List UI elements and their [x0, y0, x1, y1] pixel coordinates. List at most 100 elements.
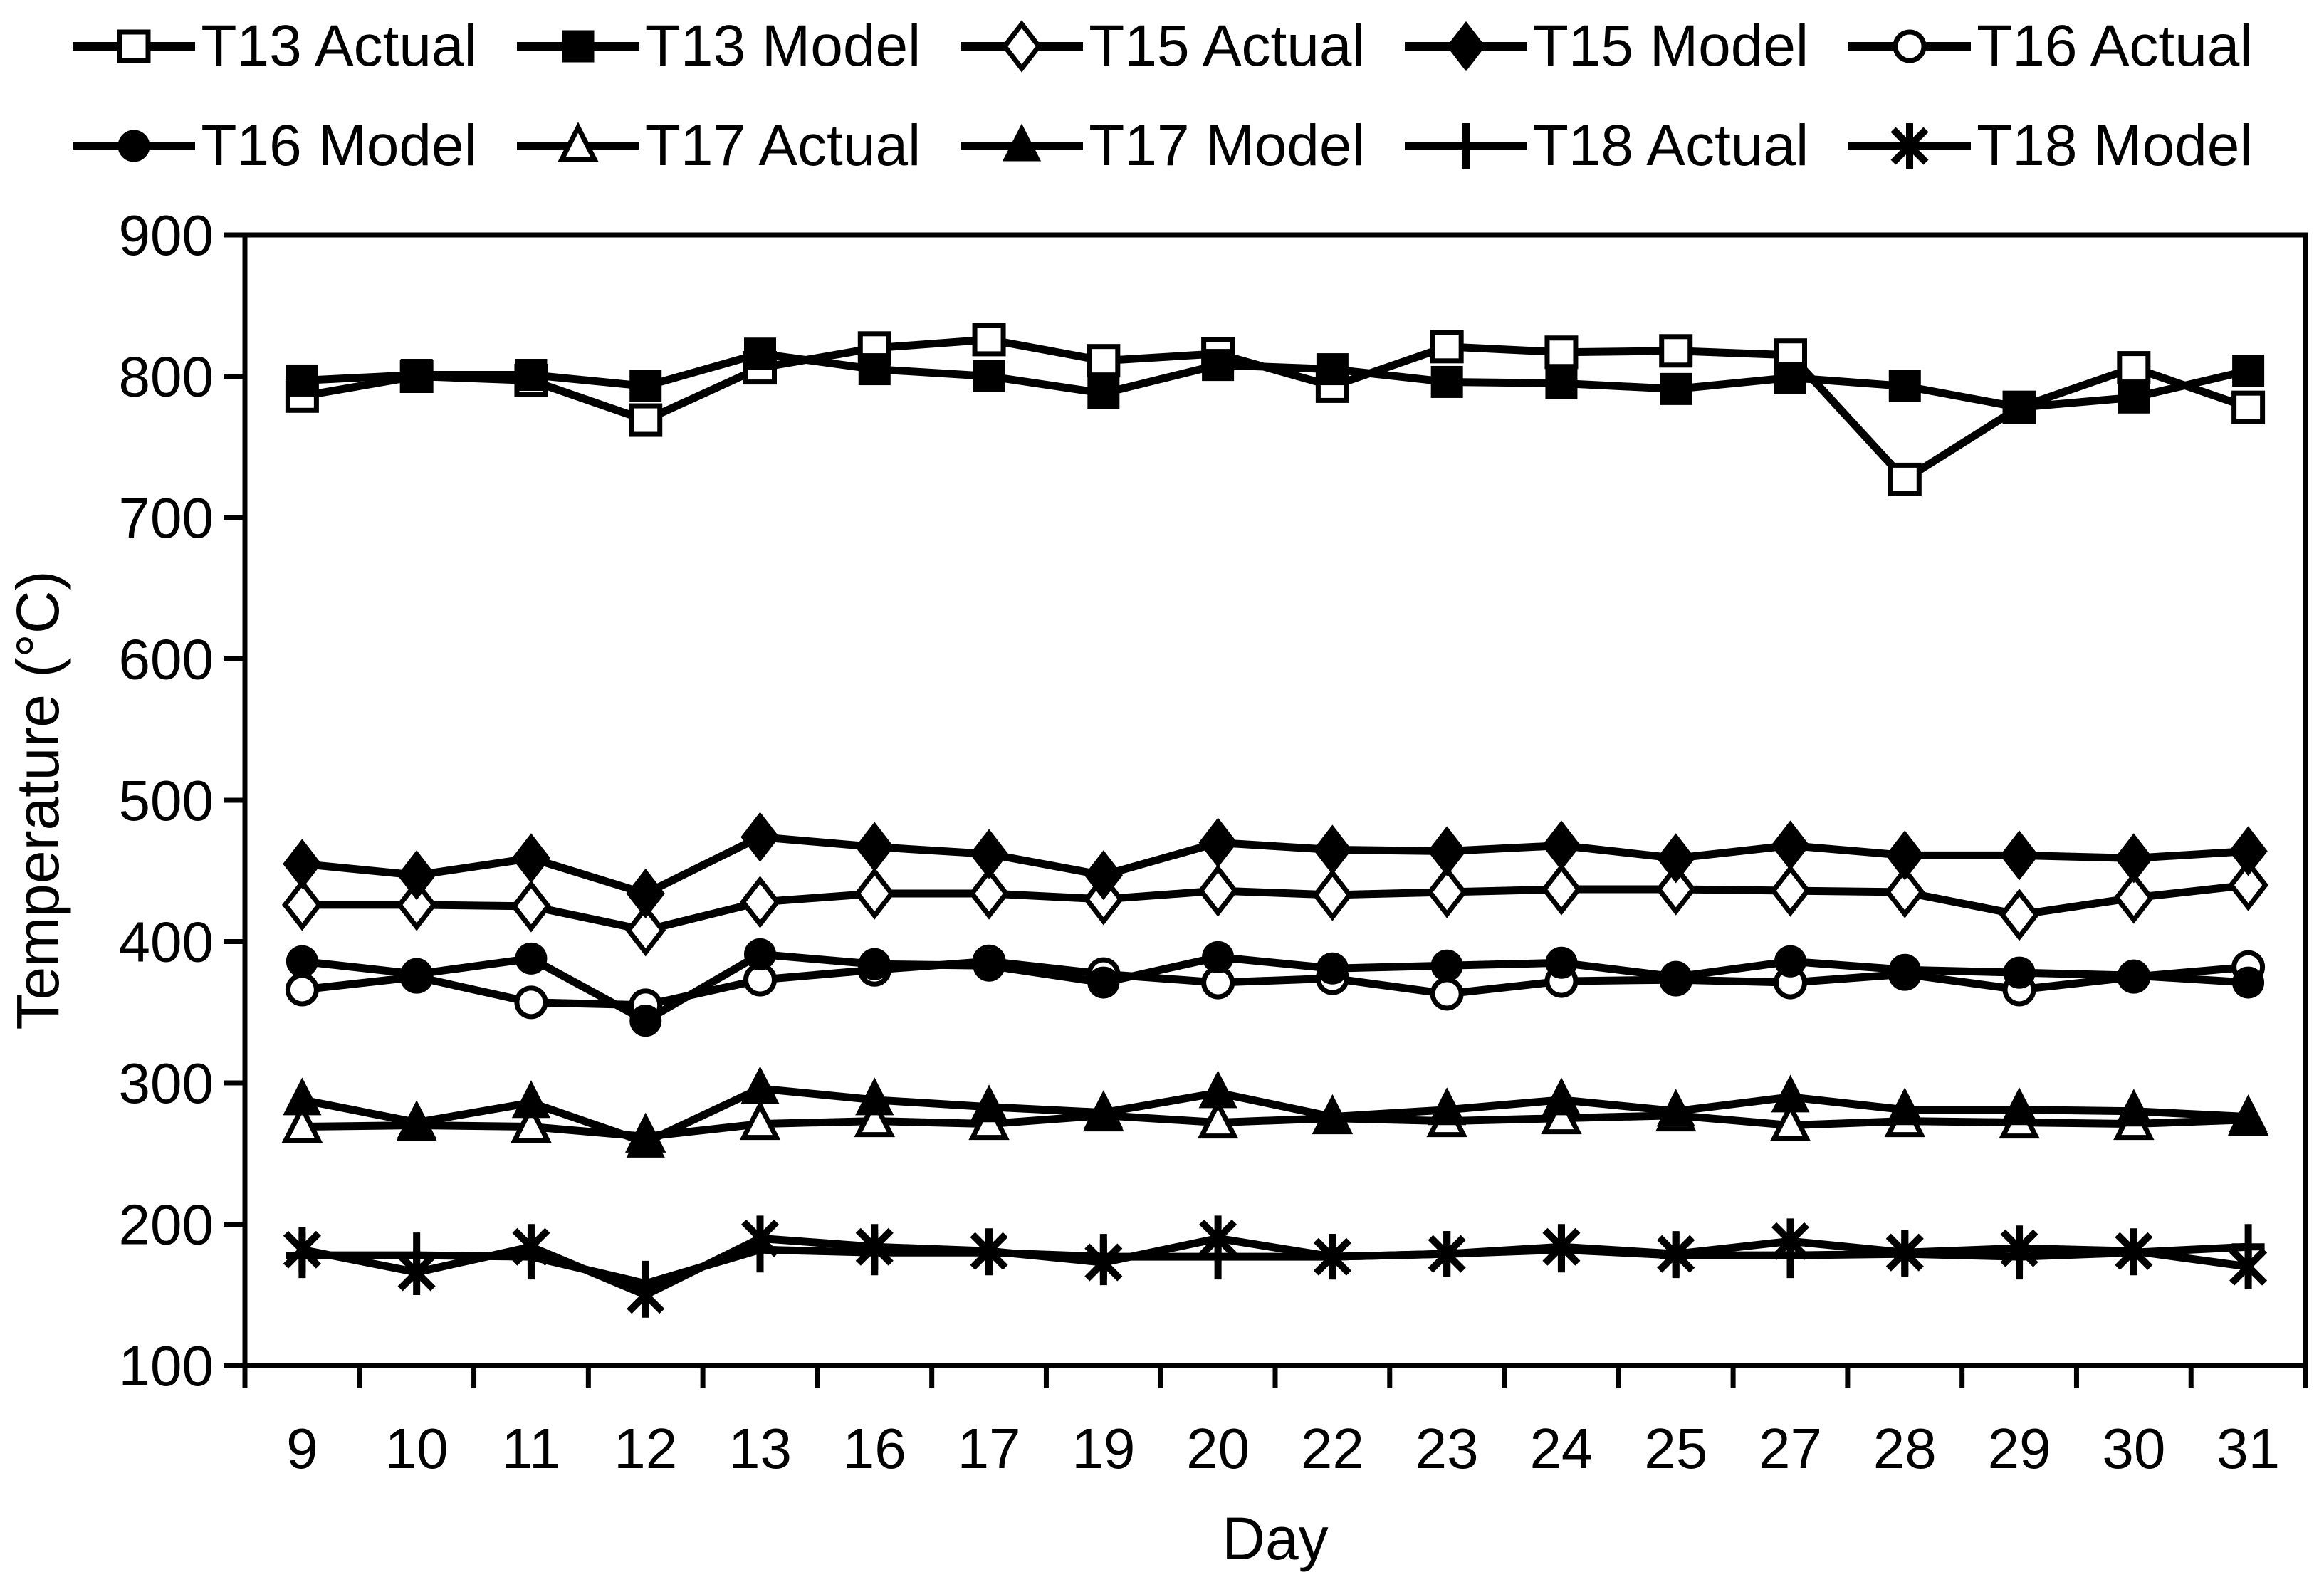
- y-tick-label: 500: [119, 769, 214, 832]
- square-marker-icon: [117, 29, 151, 63]
- triangle-marker-icon: [283, 1077, 322, 1116]
- legend-item-t16-actual: T16 Actual: [1847, 7, 2253, 85]
- asterisk-marker-icon: [1885, 1230, 1924, 1276]
- x-tick-label: 23: [1415, 1417, 1479, 1480]
- diamond-marker-icon: [968, 867, 1010, 920]
- diamond-marker-icon: [2113, 871, 2155, 924]
- legend-label: T17 Model: [1089, 113, 1365, 178]
- triangle-marker-icon: [626, 1119, 665, 1158]
- circle-marker-icon: [1087, 966, 1120, 999]
- diamond-marker-icon: [2228, 859, 2269, 911]
- triangle-marker-icon: [2114, 1089, 2153, 1127]
- triangle-marker-icon: [1771, 1074, 1810, 1113]
- diamond-marker-icon: [625, 903, 666, 957]
- y-tick-label: 100: [119, 1334, 214, 1398]
- x-tick-label: 31: [2216, 1417, 2280, 1480]
- x-tick-label: 9: [286, 1417, 318, 1480]
- diamond-marker-icon: [2229, 826, 2268, 876]
- triangle-marker-icon: [558, 122, 599, 162]
- diamond-marker-icon: [1428, 826, 1467, 876]
- x-tick-label: 24: [1529, 1417, 1593, 1480]
- diamond-marker-icon: [1446, 21, 1485, 72]
- square-marker-icon: [400, 359, 433, 392]
- triangle-marker-icon: [1542, 1077, 1581, 1116]
- triangle-marker-icon: [281, 1102, 323, 1143]
- diamond-marker-icon: [1426, 866, 1467, 918]
- legend-label: T15 Model: [1532, 14, 1809, 78]
- y-tick-label: 700: [119, 486, 214, 550]
- asterisk-marker-icon: [2229, 1244, 2268, 1290]
- y-tick-label: 400: [119, 911, 214, 974]
- asterisk-marker-icon: [1542, 1224, 1581, 1270]
- triangle-marker-icon: [1428, 1087, 1467, 1126]
- markers-t13-actual: [285, 323, 2266, 496]
- circle-marker-icon: [117, 130, 150, 162]
- square-marker-icon: [1430, 365, 1463, 398]
- triangle-marker-icon: [1003, 123, 1042, 162]
- diamond-marker-icon: [283, 839, 322, 889]
- legend-label: T13 Model: [644, 14, 921, 78]
- diamond-marker-icon: [1313, 824, 1352, 875]
- square-marker-icon: [1544, 335, 1579, 370]
- diamond-marker-icon: [511, 880, 552, 933]
- triangle-marker-icon: [739, 1099, 781, 1141]
- x-tick-label: 19: [1072, 1417, 1135, 1480]
- triangle-marker-icon: [854, 1096, 895, 1138]
- diamond-marker-icon: [740, 876, 780, 928]
- legend-swatch: [516, 30, 639, 63]
- circle-marker-icon: [1202, 941, 1235, 973]
- y-tick-label: 300: [119, 1052, 214, 1115]
- square-marker-icon: [1659, 334, 1693, 368]
- x-tick-label: 27: [1759, 1417, 1822, 1480]
- y-tick-label: 900: [119, 204, 214, 267]
- asterisk-marker-icon: [1199, 1215, 1237, 1262]
- legend-label: T18 Model: [1977, 113, 2253, 178]
- diamond-marker-icon: [397, 850, 436, 901]
- x-tick-label: 29: [1988, 1417, 2051, 1480]
- square-marker-icon: [515, 359, 548, 392]
- legend-item-t13-actual: T13 Actual: [71, 7, 477, 85]
- diamond-marker-icon: [1001, 20, 1042, 73]
- markers-t15-actual: [281, 859, 2269, 957]
- circle-marker-icon: [2232, 966, 2265, 999]
- circle-marker-icon: [2003, 956, 2036, 989]
- legend-swatch: [961, 20, 1084, 73]
- legend-swatch: [516, 122, 639, 162]
- circle-marker-icon: [1888, 953, 1921, 986]
- legend-swatch: [961, 123, 1084, 162]
- triangle-marker-icon: [1084, 1090, 1123, 1128]
- square-marker-icon: [629, 370, 662, 402]
- diamond-marker-icon: [1198, 817, 1237, 868]
- diamond-marker-icon: [396, 879, 437, 931]
- square-marker-icon: [1087, 344, 1121, 378]
- circle-marker-icon: [1316, 952, 1349, 985]
- x-tick-label: 10: [385, 1417, 449, 1480]
- markers-t13-model: [286, 337, 2265, 424]
- triangle-marker-icon: [1885, 1087, 1925, 1126]
- legend-swatch: [1848, 123, 1972, 169]
- x-tick-label: 17: [958, 1417, 1021, 1480]
- triangle-marker-icon: [740, 1066, 780, 1104]
- circle-marker-icon: [1774, 945, 1806, 978]
- square-marker-icon: [286, 364, 318, 397]
- asterisk-marker-icon: [627, 1272, 665, 1318]
- asterisk-marker-icon: [855, 1224, 894, 1270]
- legend-swatch: [1848, 29, 1972, 63]
- series-line-t16-actual: [301, 957, 2249, 1010]
- triangle-marker-icon: [511, 1102, 552, 1143]
- triangle-marker-icon: [1999, 1087, 2039, 1126]
- legend-item-t18-actual: T18 Actual: [1403, 107, 1809, 185]
- markers-t16-model: [286, 938, 2265, 1037]
- circle-marker-icon: [858, 948, 891, 980]
- diamond-marker-icon: [1541, 863, 1582, 916]
- legend-row: T16 Model T17 Actual T17 Model T18 Actual T1…: [0, 104, 2324, 188]
- legend-swatch: [1404, 21, 1527, 72]
- x-tick-label: 12: [614, 1417, 677, 1480]
- legend-row: T13 Actual T13 Model T15 Actual T15 Model T1…: [0, 4, 2324, 88]
- x-tick-label: 20: [1186, 1417, 1250, 1480]
- diamond-marker-icon: [854, 867, 895, 920]
- legend-label: T18 Actual: [1532, 113, 1809, 178]
- series-line-t16-model: [301, 950, 2249, 1025]
- triangle-marker-icon: [1198, 1070, 1237, 1109]
